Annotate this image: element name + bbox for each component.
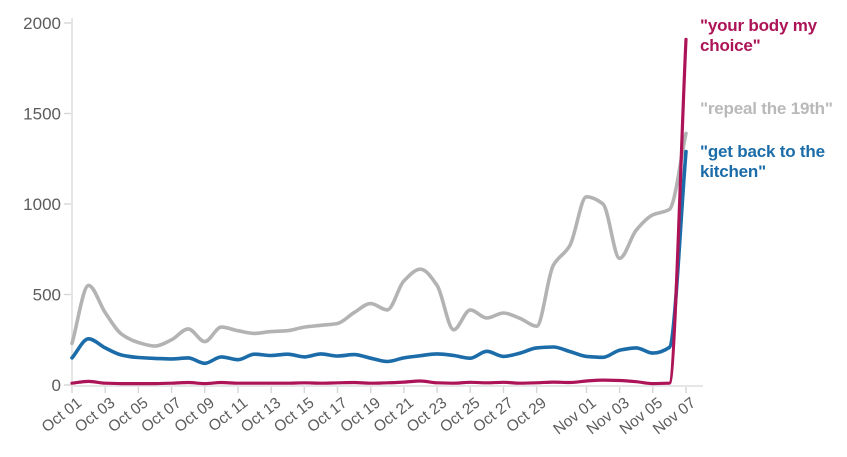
y-axis-ticks: 0 500 1000 1500 2000 bbox=[23, 14, 71, 395]
series-label-get-back-to-the-kitchen: "get back to the kitchen" bbox=[700, 142, 825, 182]
series-line-repeal-the-19th bbox=[70, 131, 688, 348]
series-label-your-body-my-choice: "your body my choice" bbox=[700, 16, 817, 56]
axes bbox=[71, 18, 703, 387]
y-tick-label: 2000 bbox=[23, 14, 61, 33]
y-tick-label: 1500 bbox=[23, 105, 61, 124]
series-line-get-back-to-the-kitchen bbox=[70, 149, 688, 366]
y-tick-label: 500 bbox=[33, 286, 61, 305]
series-line-your-body-my-choice bbox=[70, 37, 688, 386]
series-label-repeal-the-19th: "repeal the 19th" bbox=[700, 99, 833, 118]
y-tick-label: 1000 bbox=[23, 195, 61, 214]
y-tick-label: 0 bbox=[52, 376, 61, 395]
